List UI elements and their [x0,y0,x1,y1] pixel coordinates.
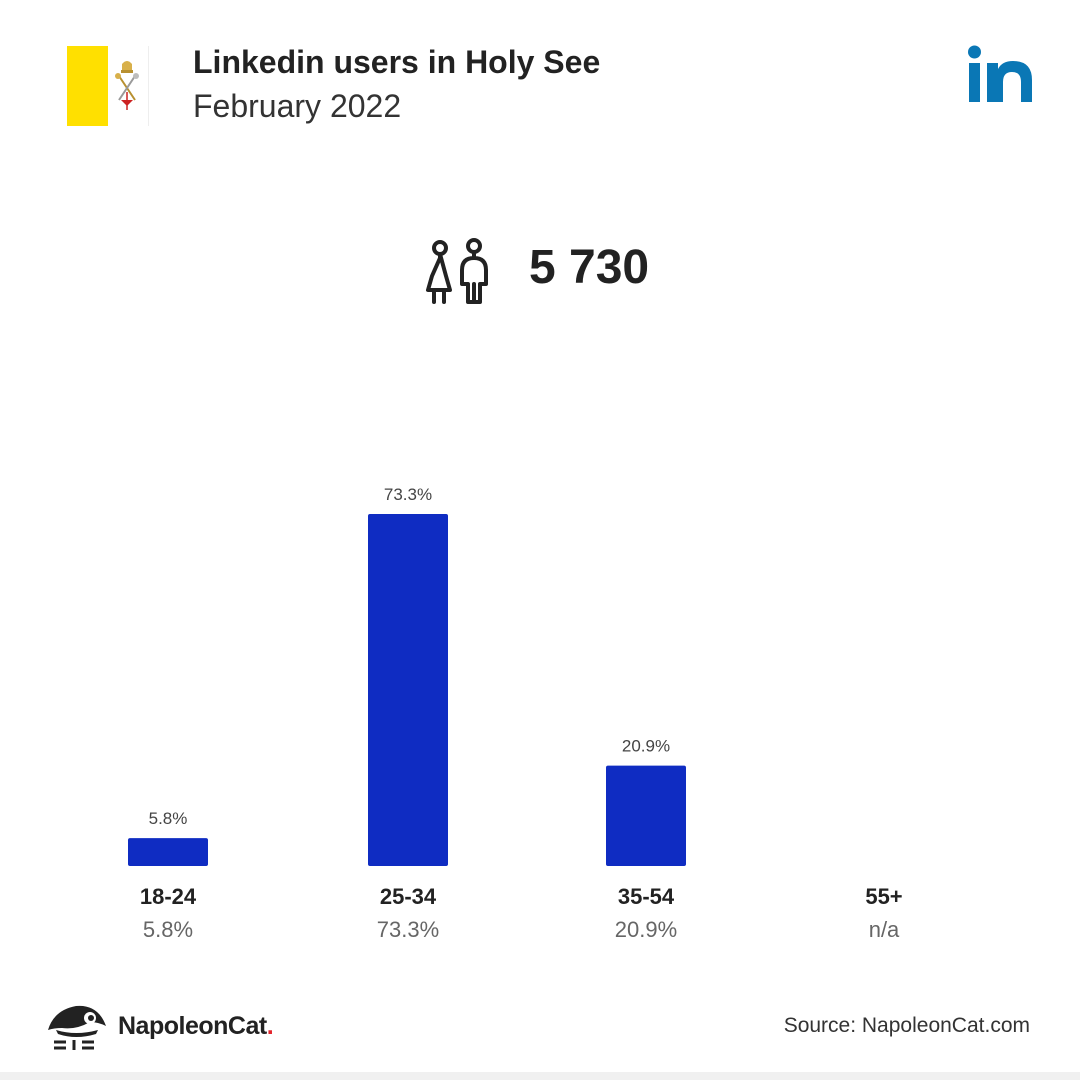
footer-strip [0,1072,1080,1080]
category-value-25-34: 73.3% [376,917,440,942]
page-subtitle: February 2022 [193,88,402,124]
total-users-value: 5 730 [529,241,650,294]
bar-value-label-18-24: 5.8% [149,809,188,828]
brand-name: NapoleonCat. [118,1012,274,1041]
bar-value-label-25-34: 73.3% [384,485,432,504]
holy-see-flag-icon [67,46,149,126]
napoleoncat-logo-icon [48,1005,106,1050]
brand-name-dot: . [266,1012,274,1040]
bar-35-54 [606,765,686,866]
bar-18-24 [128,838,208,866]
category-value-35-54: 20.9% [614,917,678,942]
category-label-35-54: 35-54 [617,884,675,909]
age-distribution-chart: 5.8% 73.3% 20.9% [128,485,686,866]
bar-25-34 [368,514,448,866]
napoleoncat-brand: NapoleonCat. [46,1000,306,1052]
page-title: Linkedin users in Holy See [193,44,601,80]
category-value-55plus: n/a [868,917,900,942]
brand-name-text: NapoleonCat [118,1012,267,1040]
category-label-18-24: 18-24 [139,884,197,909]
category-label-55plus: 55+ [865,884,903,909]
linkedin-logo-icon [968,45,1032,102]
total-users: 5 730 [0,232,1080,312]
bar-value-label-35-54: 20.9% [622,737,670,756]
category-value-18-24: 5.8% [142,917,194,942]
category-label-25-34: 25-34 [379,884,437,909]
source-credit: Source: NapoleonCat.com [783,1014,1030,1037]
people-icon [426,238,488,304]
